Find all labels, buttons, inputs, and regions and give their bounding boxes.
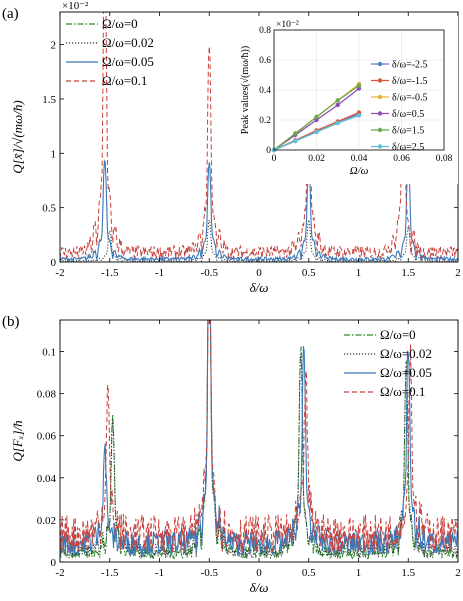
inset-point	[356, 83, 362, 88]
x-tick-label: 0	[256, 267, 262, 279]
series-line-0	[60, 320, 458, 560]
inset-legend-marker-1	[377, 78, 383, 83]
inset-point	[335, 102, 340, 108]
y-tick-label: 0.04	[37, 473, 57, 485]
y-axis-label: Q[Fₓ]/ħ	[10, 420, 25, 461]
inset-y-tick-label: 0.4	[259, 86, 271, 96]
inset-background	[238, 16, 458, 184]
panel-label: (a)	[2, 6, 19, 22]
y-tick-label: 2	[51, 40, 57, 52]
x-tick-label: 2	[455, 267, 461, 279]
inset-point	[314, 114, 319, 120]
inset-x-tick-label: 0.08	[436, 154, 453, 164]
inset-y-tick-label: 0.6	[259, 56, 271, 66]
inset-x-axis-label: Ω/ω	[350, 165, 369, 177]
legend-entry-2: Ω/ω=0.05	[380, 365, 432, 380]
y-tick-label: 1.5	[42, 94, 56, 106]
x-tick-label: -0.5	[201, 267, 219, 279]
x-tick-label: 2	[455, 567, 461, 579]
legend: Ω/ω=0 Ω/ω=0.02 Ω/ω=0.05 Ω/ω=0.1	[66, 16, 154, 88]
x-tick-label: -1.5	[101, 567, 119, 579]
legend-entry-1: Ω/ω=0.02	[380, 346, 432, 361]
x-tick-label: -1.5	[101, 267, 119, 279]
legend: Ω/ω=0 Ω/ω=0.02 Ω/ω=0.05 Ω/ω=0.1	[344, 327, 432, 399]
y-tick-label: 0.06	[37, 431, 57, 443]
panel-b: -2 -1.5 -1 -0.5 0 0.5 1 1.5 2 0 0.02 0.04 0.06 0.08 0.…	[2, 314, 461, 595]
x-tick-label: -2	[55, 567, 64, 579]
x-tick-label: 1	[356, 567, 362, 579]
series-group	[60, 320, 458, 560]
x-tick-label: -1	[155, 267, 164, 279]
legend-entry-3: Ω/ω=0.1	[102, 73, 147, 88]
y-tick-label: 0.5	[42, 203, 56, 215]
inset-x-tick-label: 0.04	[351, 154, 368, 164]
inset-legend: δ/ω=-2.5 δ/ω=-1.5 δ/ω=-0.5 δ/ω=0.5 δ/ω=1.5 δ/…	[371, 60, 428, 153]
x-tick-label: -2	[55, 267, 64, 279]
x-axis-label: δ/ω	[250, 280, 269, 295]
series-line-1	[60, 320, 458, 560]
inset-legend-marker-0	[377, 61, 383, 67]
inset-y-tick-label: 0	[266, 146, 271, 156]
series-line-3	[60, 12, 458, 260]
inset-legend-marker-2	[377, 94, 383, 100]
y-tick-label: 0.1	[42, 347, 56, 359]
inset-point	[293, 138, 298, 144]
inset-legend-entry-4: δ/ω=1.5	[392, 126, 424, 137]
legend-entry-1: Ω/ω=0.02	[102, 35, 154, 50]
inset-chart: 0 0.02 0.04 0.06 0.08 0 0.2 0.4 0.6 0.8 Ω/ω Peak va…	[238, 16, 458, 184]
inset-legend-entry-2: δ/ω=-0.5	[392, 93, 428, 104]
inset-y-scale-label: ×10⁻²	[276, 20, 299, 30]
legend-entry-0: Ω/ω=0	[380, 327, 416, 342]
series-line-2	[60, 159, 458, 262]
inset-legend-entry-1: δ/ω=-1.5	[392, 76, 428, 87]
series-line-3	[60, 320, 458, 554]
legend-entry-2: Ω/ω=0.05	[102, 54, 154, 69]
inset-x-tick-label: 0.06	[393, 154, 410, 164]
inset-x-tick-label: 0.02	[308, 154, 325, 164]
inset-y-tick-label: 0.8	[259, 26, 271, 36]
x-tick-label: 1	[356, 267, 362, 279]
inset-legend-entry-0: δ/ω=-2.5	[392, 60, 428, 71]
panel-label: (b)	[2, 314, 20, 330]
inset-y-axis-label: Peak values(√(mω/ħ))	[240, 46, 251, 134]
inset-point	[335, 120, 340, 126]
inset-legend-entry-5: δ/ω=2.5	[392, 142, 424, 153]
y-tick-label: 0	[51, 557, 57, 569]
legend-entry-3: Ω/ω=0.1	[380, 384, 425, 399]
inset-y-tick-label: 0.2	[259, 116, 271, 126]
x-tick-label: 0	[256, 567, 262, 579]
x-tick-label: -1	[155, 567, 164, 579]
x-tick-label: 0.5	[302, 267, 316, 279]
y-tick-label: 0.02	[37, 515, 56, 527]
panel-a: -2 -1.5 -1 -0.5 0 0.5 1 1.5 2 0 0.5 1 1.5 2 δ/ω Q[x̄]/√…	[2, 0, 461, 295]
x-axis-label: δ/ω	[250, 580, 269, 595]
inset-legend-marker-5	[377, 144, 383, 149]
y-tick-label: 1	[51, 148, 57, 160]
inset-point	[293, 131, 298, 136]
y-scale-label: ×10⁻²	[62, 0, 89, 12]
y-tick-label: 0	[51, 257, 57, 269]
x-tick-label: 0.5	[302, 567, 316, 579]
x-tick-label: 1.5	[401, 267, 415, 279]
inset-legend-marker-4	[377, 127, 383, 133]
y-axis-label: Q[x̄]/√(mω/ħ)	[10, 100, 25, 173]
inset-point	[314, 129, 319, 135]
x-tick-label: 1.5	[401, 567, 415, 579]
inset-legend-entry-3: δ/ω=0.5	[392, 109, 424, 120]
series-line-2	[60, 320, 458, 558]
inset-frame	[273, 29, 445, 151]
inset-point	[356, 113, 362, 118]
inset-legend-marker-3	[377, 111, 383, 116]
legend-entry-0: Ω/ω=0	[102, 16, 138, 31]
inset-x-tick-label: 0	[272, 154, 277, 164]
y-tick-label: 0.08	[37, 389, 57, 401]
inset-point	[335, 98, 340, 103]
x-tick-label: -0.5	[201, 567, 219, 579]
